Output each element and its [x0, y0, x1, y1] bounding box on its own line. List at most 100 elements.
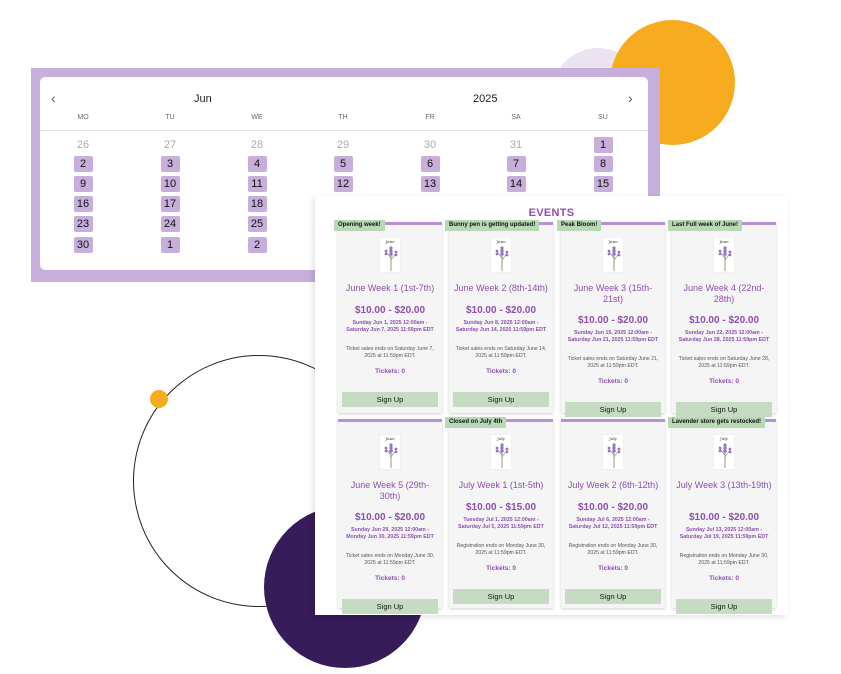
event-card: Last Full week of June! June June Week 4 (… — [668, 220, 776, 417]
event-sales-note: Registration ends on Monday June 30, 202… — [679, 553, 769, 566]
weekday-label: SA — [511, 114, 521, 121]
calendar-day[interactable]: 5 — [333, 156, 353, 172]
calendar-day[interactable]: 13 — [420, 176, 440, 192]
calendar-day: 29 — [336, 139, 350, 151]
calendar-day[interactable]: 4 — [247, 156, 267, 172]
event-price: $10.00 - $20.00 — [688, 512, 760, 523]
calendar-day[interactable]: 6 — [420, 156, 440, 172]
event-title: July Week 3 (13th-19th) — [676, 480, 772, 490]
events-panel: EVENTS Opening week! June June Week 1 (1st… — [315, 196, 788, 615]
sign-up-button[interactable]: Sign Up — [676, 402, 772, 417]
calendar-day[interactable]: 18 — [247, 196, 267, 212]
event-ribbon-badge: Bunny pen is getting updated! — [445, 220, 540, 231]
event-sales-note: Registration ends on Monday June 30, 202… — [568, 543, 658, 556]
event-card: Opening week! June June Week 1 (1st-7th) $1… — [334, 220, 442, 413]
event-thumbnail: June — [379, 434, 401, 470]
calendar-day[interactable]: 2 — [73, 156, 93, 172]
sign-up-button[interactable]: Sign Up — [676, 599, 772, 614]
calendar-day: 31 — [509, 139, 523, 151]
calendar-day[interactable]: 8 — [593, 156, 613, 172]
calendar-day[interactable]: 9 — [73, 176, 93, 192]
calendar-header: ‹ Jun 2025 › — [40, 77, 648, 105]
calendar-day: 27 — [163, 139, 177, 151]
event-ribbon-badge: Lavender store gets restocked! — [668, 417, 766, 428]
event-tickets: Tickets: 0 — [709, 378, 739, 385]
event-card: Bunny pen is getting updated! June June We… — [445, 220, 553, 413]
weekday-label: MO — [77, 114, 89, 121]
calendar-day[interactable]: 1 — [593, 137, 613, 153]
sign-up-button[interactable]: Sign Up — [453, 392, 549, 407]
weekday-label: SU — [598, 114, 608, 121]
calendar-day[interactable]: 11 — [247, 176, 267, 192]
thumbnail-month-label: July — [609, 436, 617, 441]
event-card: June June Week 5 (29th-30th) $10.00 - $20.… — [338, 419, 442, 614]
event-price: $10.00 - $20.00 — [354, 305, 426, 316]
event-card: Peak Bloom! June June Week 3 (15th-21st) $1… — [557, 220, 665, 417]
event-price: $10.00 - $20.00 — [354, 512, 426, 523]
sign-up-button[interactable]: Sign Up — [342, 599, 438, 614]
calendar-day[interactable]: 30 — [73, 237, 93, 253]
sign-up-button[interactable]: Sign Up — [453, 589, 549, 604]
event-title: June Week 1 (1st-7th) — [345, 283, 435, 293]
weekday-header-row: MO TU WE TH FR SA SU — [40, 114, 648, 126]
event-thumbnail: July — [490, 434, 512, 470]
calendar-day[interactable]: 23 — [73, 216, 93, 232]
calendar-day[interactable]: 7 — [506, 156, 526, 172]
calendar-day[interactable]: 2 — [247, 237, 267, 253]
event-thumbnail: June — [490, 237, 512, 273]
calendar-divider — [40, 130, 648, 131]
event-tickets: Tickets: 0 — [486, 565, 516, 572]
thumbnail-month-label: July — [720, 436, 728, 441]
event-sales-note: Ticket sales ends on Saturday June 7, 20… — [346, 346, 434, 359]
event-thumbnail: June — [713, 237, 735, 273]
thumbnail-month-label: June — [608, 239, 618, 244]
event-sales-note: Ticket sales ends on Saturday June 28, 2… — [678, 356, 770, 369]
sign-up-button[interactable]: Sign Up — [565, 589, 661, 604]
calendar-day[interactable]: 1 — [160, 237, 180, 253]
event-sales-note: Ticket sales ends on Monday June 30, 202… — [345, 553, 435, 566]
event-sales-note: Registration ends on Monday June 30, 202… — [456, 543, 546, 556]
calendar-day[interactable]: 16 — [73, 196, 93, 212]
event-dates: Sunday Jun 1, 2025 12:00am - Saturday Ju… — [346, 320, 434, 333]
calendar-day[interactable]: 25 — [247, 216, 267, 232]
calendar-day: 26 — [76, 139, 90, 151]
chevron-right-icon[interactable]: › — [628, 90, 633, 106]
event-card: Lavender store gets restocked! July July W… — [668, 417, 776, 614]
calendar-day[interactable]: 17 — [160, 196, 180, 212]
calendar-month[interactable]: Jun — [194, 93, 212, 105]
thumbnail-month-label: June — [496, 239, 506, 244]
event-dates: Sunday Jun 29, 2025 12:00am - Monday Jun… — [346, 527, 434, 540]
chevron-left-icon[interactable]: ‹ — [51, 90, 56, 106]
calendar-day[interactable]: 15 — [593, 176, 613, 192]
event-price: $10.00 - $20.00 — [577, 315, 649, 326]
event-price: $10.00 - $20.00 — [688, 315, 760, 326]
weekday-label: FR — [425, 114, 435, 121]
event-price: $10.00 - $20.00 — [465, 305, 537, 316]
decorative-orange-dot — [150, 390, 168, 408]
event-tickets: Tickets: 0 — [375, 575, 405, 582]
event-dates: Sunday Jun 8, 2025 12:00am - Saturday Ju… — [455, 320, 547, 333]
event-thumbnail: June — [379, 237, 401, 273]
calendar-day[interactable]: 14 — [506, 176, 526, 192]
event-title: June Week 3 (15th-21st) — [573, 283, 653, 304]
sign-up-button[interactable]: Sign Up — [565, 402, 661, 417]
event-price: $10.00 - $15.00 — [465, 502, 537, 513]
calendar-day[interactable]: 12 — [333, 176, 353, 192]
event-title: June Week 2 (8th-14th) — [454, 283, 548, 293]
thumbnail-month-label: June — [385, 436, 395, 441]
thumbnail-month-label: June — [719, 239, 729, 244]
calendar-day[interactable]: 10 — [160, 176, 180, 192]
event-dates: Tuesday Jul 1, 2025 12:00am - Saturday J… — [458, 517, 544, 530]
calendar-year[interactable]: 2025 — [473, 93, 498, 105]
event-dates: Sunday Jul 6, 2025 12:00am - Saturday Ju… — [568, 517, 658, 530]
calendar-day: 30 — [423, 139, 437, 151]
event-title: July Week 1 (1st-5th) — [458, 480, 544, 490]
calendar-day[interactable]: 24 — [160, 216, 180, 232]
event-tickets: Tickets: 0 — [598, 565, 628, 572]
event-ribbon-badge: Peak Bloom! — [557, 220, 602, 231]
calendar-day[interactable]: 3 — [160, 156, 180, 172]
event-card: Closed on July 4th July July Week 1 (1st-5… — [445, 417, 553, 608]
event-sales-note: Ticket sales ends on Saturday June 14, 2… — [455, 346, 547, 359]
event-thumbnail: July — [602, 434, 624, 470]
sign-up-button[interactable]: Sign Up — [342, 392, 438, 407]
